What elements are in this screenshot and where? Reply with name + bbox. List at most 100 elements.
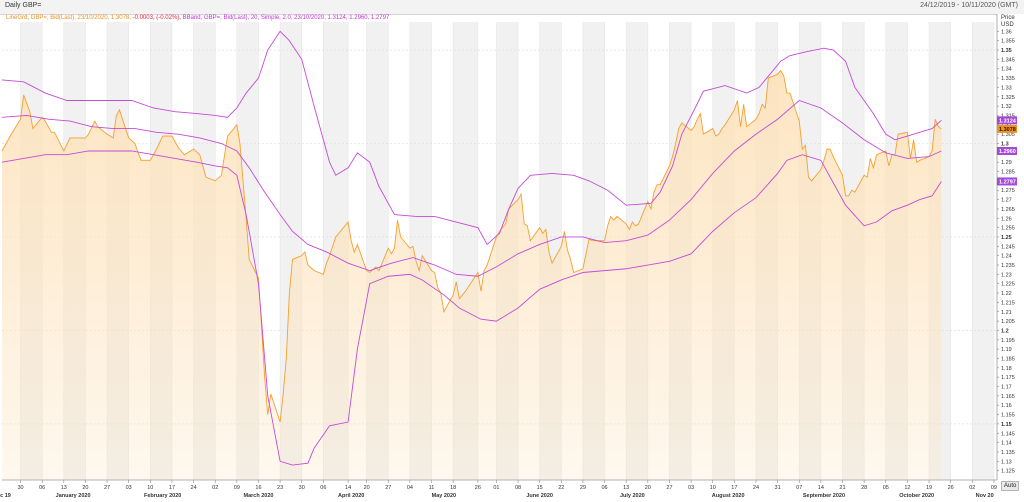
x-tick-label: 13: [61, 485, 67, 491]
month-label: September 2020: [803, 493, 845, 499]
x-tick-label: 24: [191, 485, 197, 491]
x-tick-label: 28: [861, 485, 867, 491]
y-tick-label: 1.335: [1001, 76, 1015, 82]
month-label: July 2020: [620, 493, 645, 499]
x-tick-label: 02: [212, 485, 218, 491]
date-range-label: 24/12/2019 - 10/11/2020 (GMT): [920, 2, 1018, 9]
month-label: Dec 19: [0, 493, 11, 499]
x-tick-label: 30: [17, 485, 23, 491]
x-tick-label: 12: [904, 485, 910, 491]
y-tick-label: 1.24: [1001, 254, 1012, 260]
x-tick-label: 19: [926, 485, 932, 491]
y-tick-label: 1.285: [1001, 170, 1015, 176]
y-tick-label: 1.345: [1001, 57, 1015, 63]
x-tick-label: 09: [234, 485, 240, 491]
y-tick-label: 1.17: [1001, 385, 1012, 391]
y-tick-label: 1.255: [1001, 226, 1015, 232]
x-tick-label: 31: [775, 485, 781, 491]
y-tick-label: 1.215: [1001, 300, 1015, 306]
y-tick-label: 1.33: [1001, 85, 1012, 91]
x-tick-label: 18: [450, 485, 456, 491]
bollinger-band-line: [1, 30, 942, 246]
chart-title-bar: Daily GBP= 24/12/2019 - 10/11/2020 (GMT): [0, 0, 1024, 15]
chart-title: Daily GBP=: [5, 2, 42, 9]
price-badge-label: 1.3078: [999, 127, 1016, 133]
y-tick-label: 1.155: [1001, 413, 1015, 419]
x-tick-label: 27: [104, 485, 110, 491]
x-tick-label: 23: [277, 485, 283, 491]
x-tick-label: 03: [688, 485, 694, 491]
bollinger-band-line: [1, 150, 942, 466]
y-tick-label: 1.26: [1001, 216, 1012, 222]
x-tick-label: 06: [601, 485, 607, 491]
y-tick-label: 1.3: [1001, 142, 1009, 148]
bollinger-band-line: [1, 99, 942, 277]
y-tick-label: 1.265: [1001, 207, 1015, 213]
y-tick-label: 1.16: [1001, 403, 1012, 409]
x-tick-label: 16: [255, 485, 261, 491]
x-tick-label: 27: [666, 485, 672, 491]
x-tick-label: 08: [515, 485, 521, 491]
y-tick-label: 1.23: [1001, 272, 1012, 278]
legend-bollinger-bands: BBand, GBP=, Bid(Last), 20, Simple, 2.0,…: [182, 15, 390, 21]
y-tick-label: 1.13: [1001, 459, 1012, 465]
y-tick-label: 1.36: [1001, 29, 1012, 35]
y-tick-label: 1.14: [1001, 441, 1012, 447]
y-tick-label: 1.34: [1001, 67, 1012, 73]
x-tick-label: 05: [883, 485, 889, 491]
y-tick-label: 1.275: [1001, 188, 1015, 194]
auto-scale-button[interactable]: Auto: [1001, 481, 1020, 491]
y-tick-label: 1.225: [1001, 282, 1015, 288]
x-tick-label: 27: [385, 485, 391, 491]
price-badge-label: 1.3124: [999, 119, 1017, 125]
x-tick-label: 02: [969, 485, 975, 491]
x-tick-label: 13: [623, 485, 629, 491]
x-tick-label: 20: [82, 485, 88, 491]
price-series-line: [1, 69, 942, 423]
price-badge: [997, 116, 1017, 125]
y-tick-label: 1.35: [1001, 48, 1012, 54]
x-tick-label: 21: [839, 485, 845, 491]
x-tick-label: 09: [991, 485, 997, 491]
y-tick-label: 1.125: [1001, 469, 1015, 475]
x-tick-label: 30: [299, 485, 305, 491]
price-badge-label: 1.2797: [999, 180, 1016, 186]
x-tick-label: 10: [710, 485, 716, 491]
month-label: February 2020: [144, 493, 181, 499]
price-chart[interactable]: 1.125 1.13 1.135 1.14 1.145 1.15 1.155 1.16 1.16…: [0, 14, 1024, 502]
x-tick-label: 17: [731, 485, 737, 491]
x-tick-label: 26: [948, 485, 954, 491]
month-label: June 2020: [526, 493, 553, 499]
x-tick-label: 22: [558, 485, 564, 491]
currency-label: USD: [1001, 22, 1014, 28]
x-tick-label: 06: [320, 485, 326, 491]
price-badge-label: 1.2960: [999, 149, 1016, 155]
legend-change: -0.0003, (-0.02%),: [132, 15, 181, 21]
y-tick-label: 1.205: [1001, 319, 1015, 325]
x-tick-label: 17: [169, 485, 175, 491]
y-tick-label: 1.245: [1001, 244, 1015, 250]
x-tick-label: 14: [345, 485, 351, 491]
y-tick-label: 1.355: [1001, 39, 1015, 45]
price-badge: [997, 177, 1017, 186]
y-tick-label: 1.175: [1001, 375, 1015, 381]
chart-legend: LineGrd, GBP=, Bid(Last), 23/10/2020, 1.…: [6, 15, 389, 21]
y-tick-label: 1.19: [1001, 347, 1012, 353]
x-tick-label: 10: [147, 485, 153, 491]
legend-line-series: LineGrd, GBP=, Bid(Last), 23/10/2020, 1.…: [6, 15, 131, 21]
price-axis-panel: [997, 14, 1024, 502]
price-badge: [997, 146, 1017, 155]
x-tick-label: 29: [580, 485, 586, 491]
x-tick-label: 04: [407, 485, 413, 491]
y-tick-label: 1.15: [1001, 422, 1012, 428]
y-tick-label: 1.32: [1001, 104, 1012, 110]
x-tick-label: 14: [818, 485, 824, 491]
x-tick-label: 07: [796, 485, 802, 491]
month-label: May 2020: [432, 493, 456, 499]
price-area-fill: [2, 70, 942, 480]
x-tick-label: 20: [645, 485, 651, 491]
month-label: October 2020: [899, 493, 934, 499]
month-label: January 2020: [56, 493, 91, 499]
x-tick-label: 26: [475, 485, 481, 491]
price-badge: [997, 124, 1017, 133]
